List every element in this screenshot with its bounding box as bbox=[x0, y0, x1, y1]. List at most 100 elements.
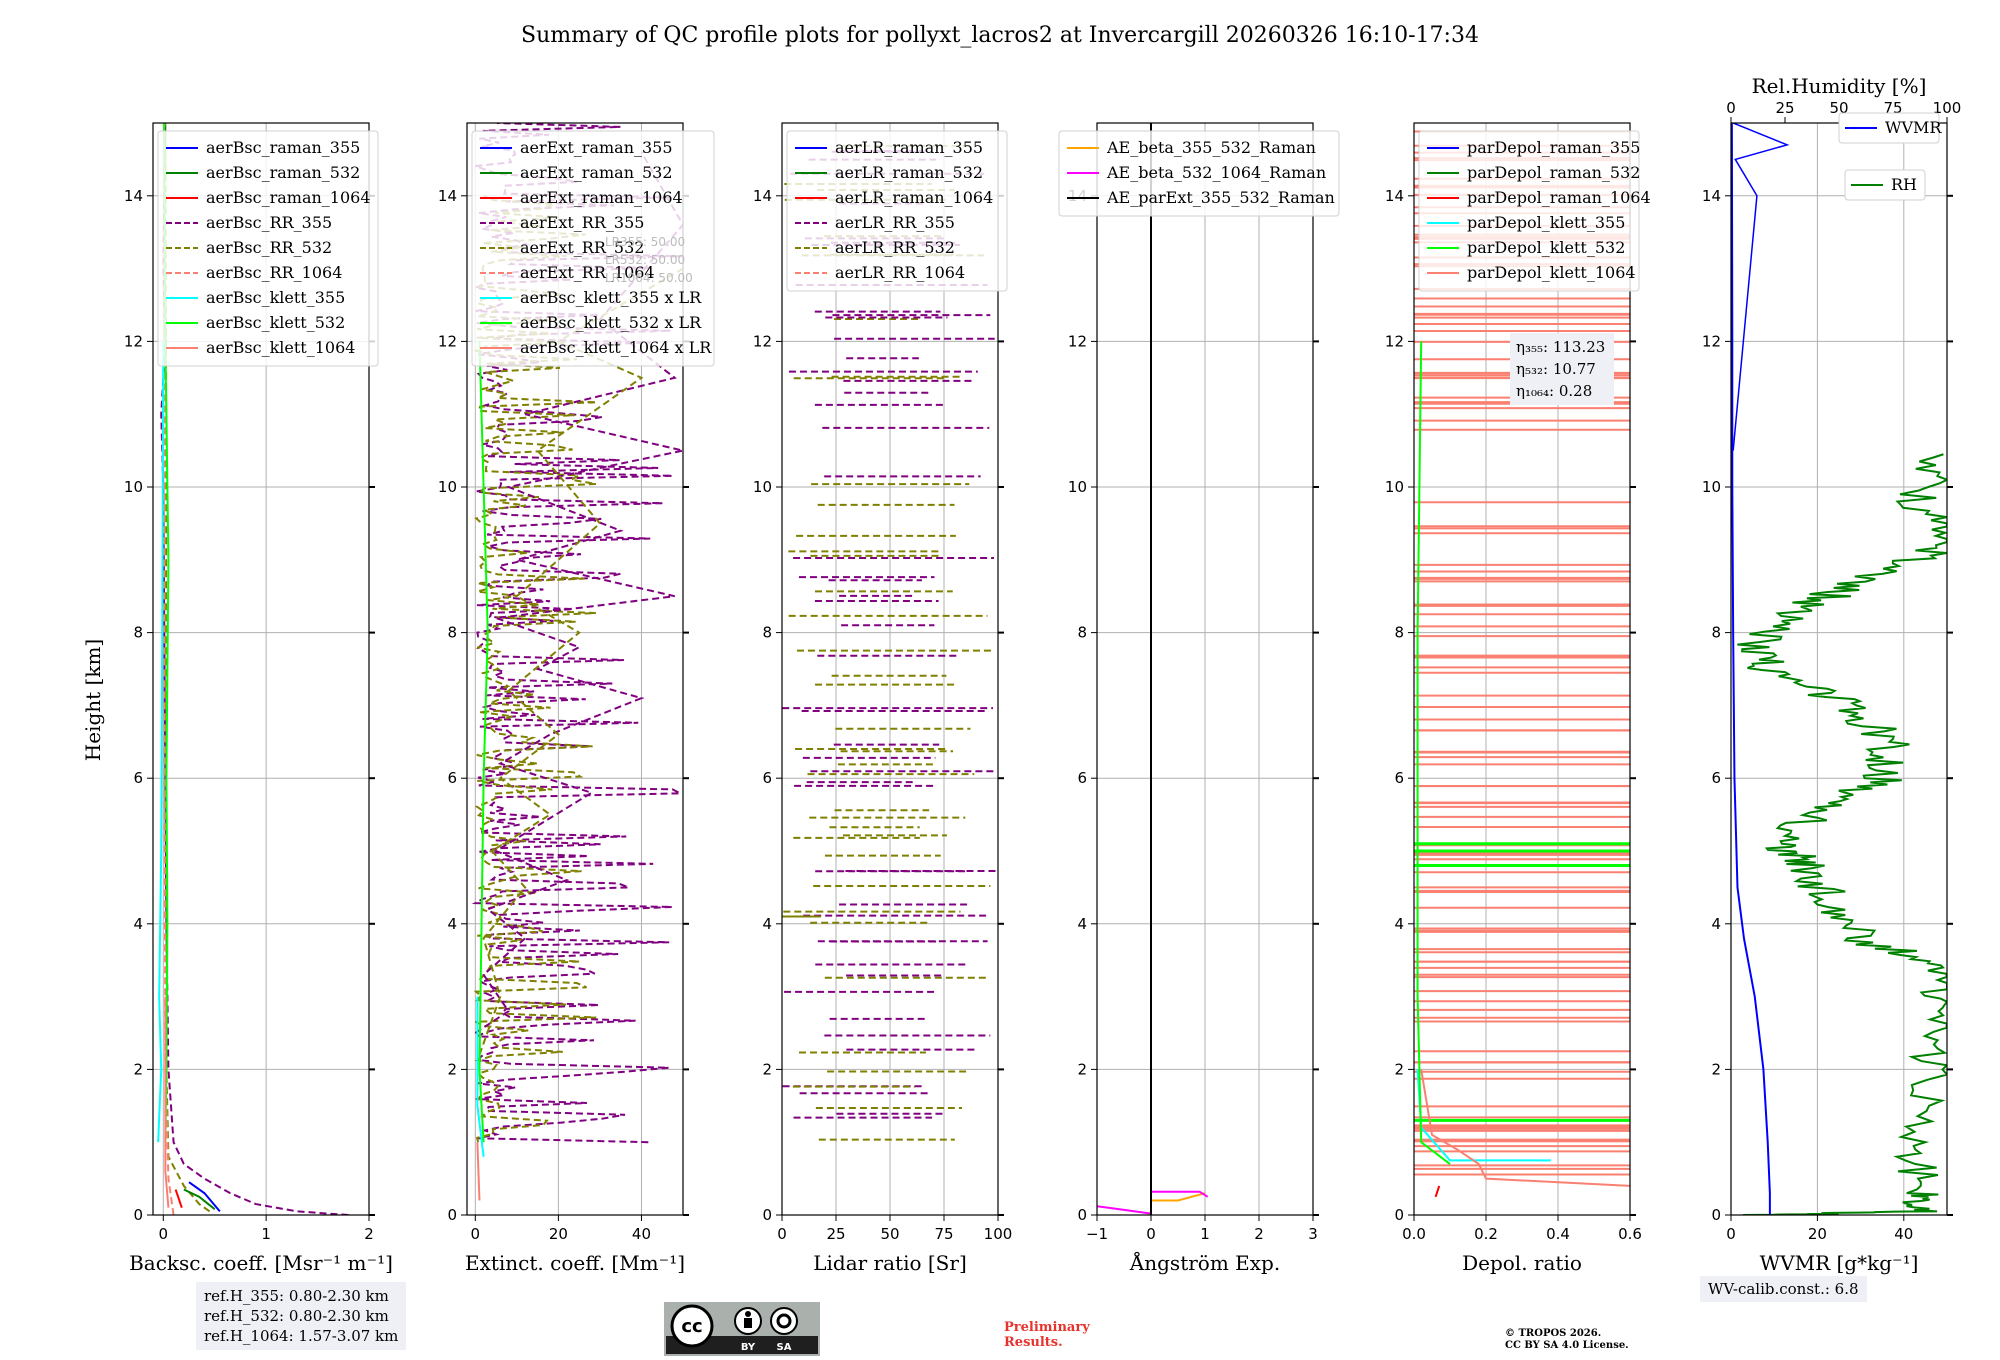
top-x-tick-label: 0 bbox=[1726, 99, 1736, 117]
y-tick-label: 10 bbox=[1068, 478, 1087, 496]
y-tick-label: 8 bbox=[133, 624, 143, 642]
y-tick-label: 4 bbox=[133, 915, 143, 933]
y-tick-label: 6 bbox=[762, 769, 772, 787]
x-tick-label: 0 bbox=[1146, 1225, 1156, 1243]
preliminary-line-2: Results. bbox=[1004, 1335, 1063, 1350]
legend-box bbox=[471, 130, 715, 367]
y-tick-label: 14 bbox=[753, 187, 772, 205]
legend-entry: aerExt_RR_532 bbox=[520, 238, 644, 257]
legend-entry: parDepol_klett_355 bbox=[1467, 213, 1625, 232]
axes-frame bbox=[1730, 122, 1948, 1216]
series-AE_beta_532_1064_Raman bbox=[1097, 1205, 1152, 1215]
legend-entry: aerBsc_klett_355 bbox=[206, 288, 345, 307]
top-x-tick-label: 100 bbox=[1933, 99, 1962, 117]
legend-entry: parDepol_raman_1064 bbox=[1467, 188, 1651, 207]
series-rh bbox=[1737, 453, 1947, 1215]
axes-frame bbox=[466, 122, 684, 1216]
x-axis-label: Backsc. coeff. [Msr⁻¹ m⁻¹] bbox=[129, 1251, 393, 1275]
series-parDepol_raman_1064 bbox=[1434, 1185, 1441, 1198]
x-tick-label: 0.4 bbox=[1546, 1225, 1570, 1243]
plot-area-wv bbox=[1731, 123, 1947, 1215]
series-aerBsc_raman_532 bbox=[183, 1188, 216, 1210]
x-tick-label: 20 bbox=[1808, 1225, 1827, 1243]
ref-height-1064: ref.H_1064: 1.57-3.07 km bbox=[204, 1327, 399, 1345]
x-axis-label: Lidar ratio [Sr] bbox=[813, 1251, 967, 1275]
series-aerBsc_klett_1064 bbox=[164, 996, 170, 1208]
by-label: BY bbox=[741, 1342, 756, 1353]
plot-area-ae bbox=[1097, 123, 1209, 1215]
y-tick-label: 6 bbox=[1711, 769, 1721, 787]
y-tick-label: 8 bbox=[1394, 624, 1404, 642]
x-tick-label: −1 bbox=[1086, 1225, 1108, 1243]
x-tick-label: 1 bbox=[261, 1225, 271, 1243]
top-x-tick-label: 25 bbox=[1775, 99, 1794, 117]
y-tick-label: 4 bbox=[1394, 915, 1404, 933]
legend-box bbox=[786, 130, 1008, 292]
series-WVMR bbox=[1731, 123, 1771, 1215]
legend-box bbox=[1418, 130, 1640, 292]
legend-entry: aerBsc_raman_532 bbox=[206, 163, 360, 182]
y-tick-label: 4 bbox=[762, 915, 772, 933]
y-tick-label: 6 bbox=[1394, 769, 1404, 787]
series-aerBsc_klett_1064 x LR bbox=[476, 1142, 481, 1201]
y-tick-label: 12 bbox=[1385, 332, 1404, 350]
x-axis-label: Extinct. coeff. [Mm⁻¹] bbox=[465, 1251, 685, 1275]
sa-icon bbox=[770, 1307, 798, 1335]
y-tick-label: 10 bbox=[1702, 478, 1721, 496]
y-tick-label: 0 bbox=[447, 1206, 457, 1224]
legend-entry: aerBsc_klett_355 x LR bbox=[520, 288, 702, 307]
y-tick-label: 8 bbox=[1711, 624, 1721, 642]
panel-ae: −1012302468101214Ångström Exp.AE_beta_35… bbox=[1058, 122, 1340, 1275]
legend-entry: aerLR_raman_532 bbox=[835, 163, 983, 182]
y-tick-label: 10 bbox=[1385, 478, 1404, 496]
y-tick-label: 6 bbox=[133, 769, 143, 787]
y-tick-label: 4 bbox=[1077, 915, 1087, 933]
x-tick-label: 20 bbox=[549, 1225, 568, 1243]
legend-entry: AE_beta_355_532_Raman bbox=[1106, 138, 1316, 157]
y-tick-label: 10 bbox=[124, 478, 143, 496]
y-tick-label: 2 bbox=[133, 1060, 143, 1078]
legend-entry: aerBsc_RR_532 bbox=[206, 238, 332, 257]
legend-box bbox=[1058, 130, 1340, 217]
copyright-line-2: CC BY SA 4.0 License. bbox=[1505, 1340, 1629, 1351]
panel-ext: 0 20 40 0 2 4 6 8 10 12 14 Extinct. coeff. [Mm⁻¹] ae… bbox=[438, 122, 715, 1275]
y-tick-label: 0 bbox=[1394, 1206, 1404, 1224]
legend-entry: aerExt_raman_1064 bbox=[520, 188, 683, 207]
reference-height-box: ref.H_355: 0.80-2.30 km ref.H_532: 0.80-… bbox=[196, 1282, 407, 1350]
eta-value: η₁₀₆₄: 0.28 bbox=[1516, 382, 1592, 400]
legend-entry: aerExt_raman_355 bbox=[520, 138, 673, 157]
y-tick-label: 12 bbox=[1068, 332, 1087, 350]
y-tick-label: 2 bbox=[762, 1060, 772, 1078]
y-tick-label: 0 bbox=[1077, 1206, 1087, 1224]
y-tick-label: 4 bbox=[447, 915, 457, 933]
ext-rr355-noise bbox=[471, 123, 682, 1144]
legend-entry: aerBsc_RR_1064 bbox=[206, 263, 342, 282]
y-tick-label: 10 bbox=[438, 478, 457, 496]
y-tick-label: 14 bbox=[1385, 187, 1404, 205]
legend-entry: aerExt_RR_355 bbox=[520, 213, 644, 232]
legend-entry: aerLR_RR_1064 bbox=[835, 263, 965, 282]
y-tick-label: 2 bbox=[1077, 1060, 1087, 1078]
preliminary-line-1: Preliminary bbox=[1004, 1320, 1090, 1335]
y-tick-label: 12 bbox=[124, 332, 143, 350]
eta-value: η₃₅₅: 113.23 bbox=[1516, 338, 1605, 356]
y-tick-label: 10 bbox=[753, 478, 772, 496]
y-tick-label: 6 bbox=[1077, 769, 1087, 787]
x-tick-label: 75 bbox=[934, 1225, 953, 1243]
legend-entry: AE_beta_532_1064_Raman bbox=[1106, 163, 1326, 182]
lr-annotation: LR355: 50.00 bbox=[605, 235, 685, 249]
eta-value: η₅₃₂: 10.77 bbox=[1516, 360, 1596, 378]
legend-entry: aerExt_raman_532 bbox=[520, 163, 673, 182]
plot-area-lr bbox=[782, 144, 997, 1141]
series-aerBsc_RR_355 bbox=[160, 123, 349, 1215]
y-tick-label: 14 bbox=[438, 187, 457, 205]
x-tick-label: 25 bbox=[826, 1225, 845, 1243]
x-tick-label: 0 bbox=[159, 1225, 169, 1243]
legend-entry: RH bbox=[1891, 175, 1917, 194]
wv-calibration-box: WV-calib.const.: 6.8 bbox=[1700, 1276, 1867, 1302]
legend-entry: aerBsc_raman_1064 bbox=[206, 188, 371, 207]
